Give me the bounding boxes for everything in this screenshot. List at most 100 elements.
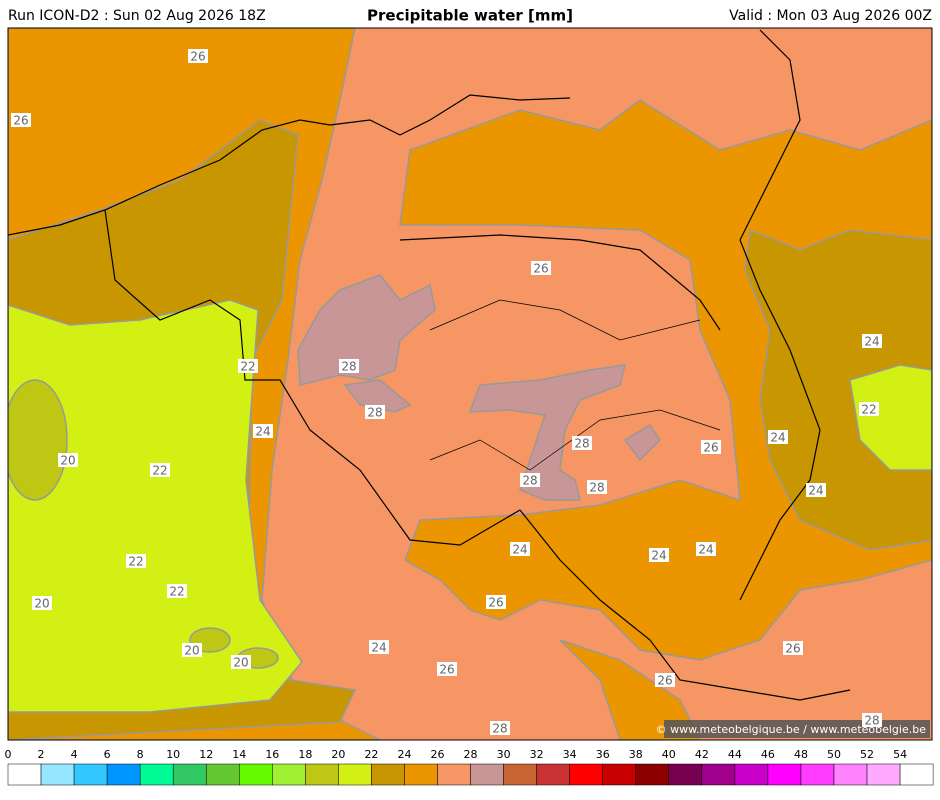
contour-label: 26 bbox=[531, 261, 551, 276]
valid-info: Valid : Mon 03 Aug 2026 00Z bbox=[729, 8, 932, 24]
contour-label-box bbox=[486, 595, 506, 609]
colorbar-tick-label: 4 bbox=[71, 748, 78, 761]
contour-label: 28 bbox=[490, 721, 510, 736]
colorbar-box bbox=[668, 763, 703, 786]
contour-label-text: 28 bbox=[341, 360, 356, 374]
contour-label-text: 24 bbox=[770, 431, 785, 445]
contour-label: 28 bbox=[339, 359, 359, 374]
colorbar-tick-label: 42 bbox=[695, 748, 709, 761]
colorbar-tick-label: 16 bbox=[265, 748, 279, 761]
contour-label-text: 28 bbox=[864, 714, 879, 728]
contour-label-box bbox=[649, 548, 669, 562]
contour-label-text: 22 bbox=[169, 585, 184, 599]
contour-label-box bbox=[862, 334, 882, 348]
contour-label-text: 20 bbox=[34, 597, 49, 611]
contour-label: 28 bbox=[365, 405, 385, 420]
contour-label-text: 24 bbox=[255, 425, 270, 439]
contour-label: 24 bbox=[369, 640, 389, 655]
contour-label-box bbox=[655, 673, 675, 687]
contour-label-box bbox=[587, 480, 607, 494]
contour-label: 28 bbox=[862, 713, 882, 728]
colorbar-box bbox=[866, 763, 901, 786]
contour-label-text: 26 bbox=[439, 663, 454, 677]
coastline bbox=[8, 94, 571, 236]
contour-label-text: 28 bbox=[522, 474, 537, 488]
contour-label: 24 bbox=[862, 334, 882, 349]
contour-label: 22 bbox=[150, 463, 170, 478]
colorbar-box bbox=[635, 763, 670, 786]
contour-label-box bbox=[859, 402, 879, 416]
contour-label: 22 bbox=[859, 402, 879, 417]
colorbar-tick-label: 10 bbox=[166, 748, 180, 761]
colorbar-tick-label: 50 bbox=[827, 748, 841, 761]
contour-label-text: 24 bbox=[512, 543, 527, 557]
contour-label: 22 bbox=[238, 359, 258, 374]
contour-label-text: 22 bbox=[861, 403, 876, 417]
field-28-30 bbox=[297, 274, 436, 386]
colorbar-box bbox=[437, 763, 471, 786]
map-frame bbox=[7, 27, 933, 741]
colorbar-tick-label: 32 bbox=[530, 748, 544, 761]
contour-label-text: 28 bbox=[367, 406, 382, 420]
colorbar-tick-label: 0 bbox=[5, 748, 12, 761]
colorbar-tick-label: 40 bbox=[662, 748, 676, 761]
field-18-20 bbox=[8, 379, 68, 501]
field-24-26 bbox=[559, 639, 701, 740]
border-line bbox=[739, 29, 821, 601]
colorbar-tick-label: 8 bbox=[137, 748, 144, 761]
field-28-30 bbox=[343, 379, 412, 413]
colorbar-tick-label: 28 bbox=[464, 748, 478, 761]
contour-label-box bbox=[531, 261, 551, 275]
colorbar-box bbox=[272, 763, 306, 786]
colorbar-tick-label: 54 bbox=[893, 748, 907, 761]
colorbar-box bbox=[338, 763, 372, 786]
contour-label-box bbox=[11, 113, 31, 127]
contour-label: 20 bbox=[231, 655, 251, 670]
contour-label: 26 bbox=[655, 673, 675, 688]
colorbar-box bbox=[569, 763, 603, 786]
contour-label: 26 bbox=[783, 641, 803, 656]
contour-label-text: 26 bbox=[657, 674, 672, 688]
contour-label-text: 28 bbox=[589, 481, 604, 495]
contour-label-box bbox=[365, 405, 385, 419]
colorbar-box bbox=[800, 763, 835, 786]
field-20-22 bbox=[849, 364, 932, 471]
field-22-24 bbox=[744, 228, 932, 551]
colorbar-box bbox=[73, 763, 108, 786]
contour-label: 22 bbox=[126, 554, 146, 569]
colorbar-tick-label: 52 bbox=[860, 748, 874, 761]
contour-label-box bbox=[253, 424, 273, 438]
contour-label-box bbox=[126, 554, 146, 568]
contour-label-text: 26 bbox=[785, 642, 800, 656]
colorbar-box bbox=[205, 763, 240, 786]
colorbar-box bbox=[833, 763, 868, 786]
field-24-26 bbox=[399, 99, 932, 661]
colorbar-tick-label: 44 bbox=[728, 748, 742, 761]
contour-label-box bbox=[520, 473, 540, 487]
contour-label-text: 22 bbox=[240, 360, 255, 374]
colorbar-tick-label: 38 bbox=[629, 748, 643, 761]
colorbar-box bbox=[734, 763, 769, 786]
colorbar-tick-label: 30 bbox=[497, 748, 511, 761]
region-line bbox=[429, 409, 721, 471]
contour-label-box bbox=[572, 436, 592, 450]
map-area: © www.meteobelgique.be / www.meteobelgie… bbox=[7, 27, 933, 741]
contour-label: 26 bbox=[701, 440, 721, 455]
contour-label-text: 24 bbox=[808, 484, 823, 498]
contour-label: 20 bbox=[58, 453, 78, 468]
contour-label-text: 20 bbox=[184, 644, 199, 658]
field-20-22 bbox=[8, 299, 303, 713]
colorbar-box bbox=[470, 763, 504, 786]
contour-label: 28 bbox=[520, 473, 540, 488]
contour-label-text: 24 bbox=[698, 543, 713, 557]
contour-label-box bbox=[862, 713, 882, 727]
contour-label: 26 bbox=[437, 662, 457, 677]
colorbar-tick-label: 6 bbox=[104, 748, 111, 761]
contour-label-text: 26 bbox=[703, 441, 718, 455]
contour-label-text: 28 bbox=[574, 437, 589, 451]
contour-label-text: 26 bbox=[533, 262, 548, 276]
contour-label-box bbox=[167, 584, 187, 598]
colorbar-tick-label: 46 bbox=[761, 748, 775, 761]
contour-label-text: 22 bbox=[128, 555, 143, 569]
colorbar-tick-label: 22 bbox=[364, 748, 378, 761]
